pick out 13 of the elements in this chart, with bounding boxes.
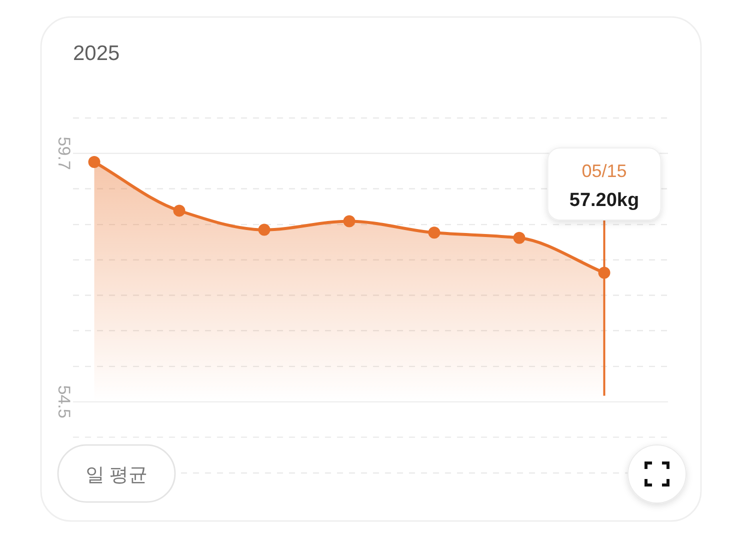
point [598,266,610,279]
point [513,232,526,244]
point [428,226,440,239]
annotation: 일 평균 [85,465,148,486]
point [173,204,186,217]
y-tick-label: 54.5 [54,385,74,418]
x-tick-label: 05/15 [582,161,627,181]
chart-title: 2025 [73,42,120,65]
point [258,224,270,236]
point [88,156,100,168]
y-tick-label: 59.7 [54,136,74,170]
point [343,215,356,228]
annotation: 57.20kg [569,190,640,211]
